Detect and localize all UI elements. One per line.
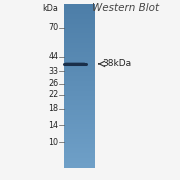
Text: 38kDa: 38kDa xyxy=(103,59,132,68)
Text: 26: 26 xyxy=(48,79,58,88)
Text: 10: 10 xyxy=(48,138,58,147)
Text: Western Blot: Western Blot xyxy=(93,3,159,13)
Text: 33: 33 xyxy=(48,67,58,76)
Text: 18: 18 xyxy=(48,104,58,113)
Text: 44: 44 xyxy=(48,52,58,61)
Text: kDa: kDa xyxy=(43,4,58,13)
Text: 14: 14 xyxy=(48,121,58,130)
Text: 70: 70 xyxy=(48,23,58,32)
Text: 22: 22 xyxy=(48,90,58,99)
